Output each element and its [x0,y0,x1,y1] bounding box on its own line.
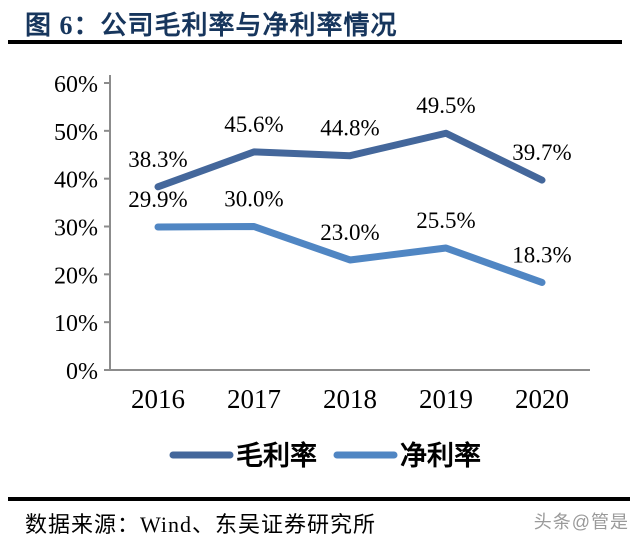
legend-gross-margin-label: 毛利率 [236,440,317,471]
footer-divider [8,497,630,501]
gross-margin-data-label: 49.5% [416,93,475,118]
x-tick-label: 2020 [515,384,569,414]
gross-margin-data-label: 39.7% [512,140,571,165]
y-tick-label: 10% [54,311,98,337]
x-tick-label: 2018 [323,384,377,414]
gross-margin-line [154,129,546,191]
net-margin-data-label: 30.0% [224,187,283,212]
watermark: 头条@管是 [533,512,629,532]
source-text: 数据来源：Wind、东吴证券研究所 [25,512,376,537]
y-tick-label: 50% [54,120,98,146]
gross-margin-data-label: 44.8% [320,116,379,141]
title-divider [8,40,622,44]
x-tick-label: 2017 [227,384,281,414]
net-margin-data-label: 18.3% [512,242,571,267]
net-margin-data-label: 25.5% [416,208,475,233]
x-tick-label: 2016 [131,384,185,414]
figure-title: 图 6：公司毛利率与净利率情况 [25,11,398,40]
y-tick-label: 40% [54,168,98,194]
y-tick-label: 30% [54,216,98,242]
net-margin-line [154,223,546,286]
net-margin-data-label: 29.9% [128,187,187,212]
x-tick-label: 2019 [419,384,473,414]
y-tick-label: 0% [66,359,98,385]
y-tick-label: 60% [54,72,98,98]
legend-net-margin-label: 净利率 [400,440,481,471]
margin-line-chart: 0% 10% 20% 30% 40% 50% 60% 2016 2017 2018 2019 2020… [54,72,590,471]
y-tick-label: 20% [54,263,98,289]
net-margin-data-label: 23.0% [320,220,379,245]
gross-margin-data-label: 45.6% [224,112,283,137]
gross-margin-data-label: 38.3% [128,147,187,172]
